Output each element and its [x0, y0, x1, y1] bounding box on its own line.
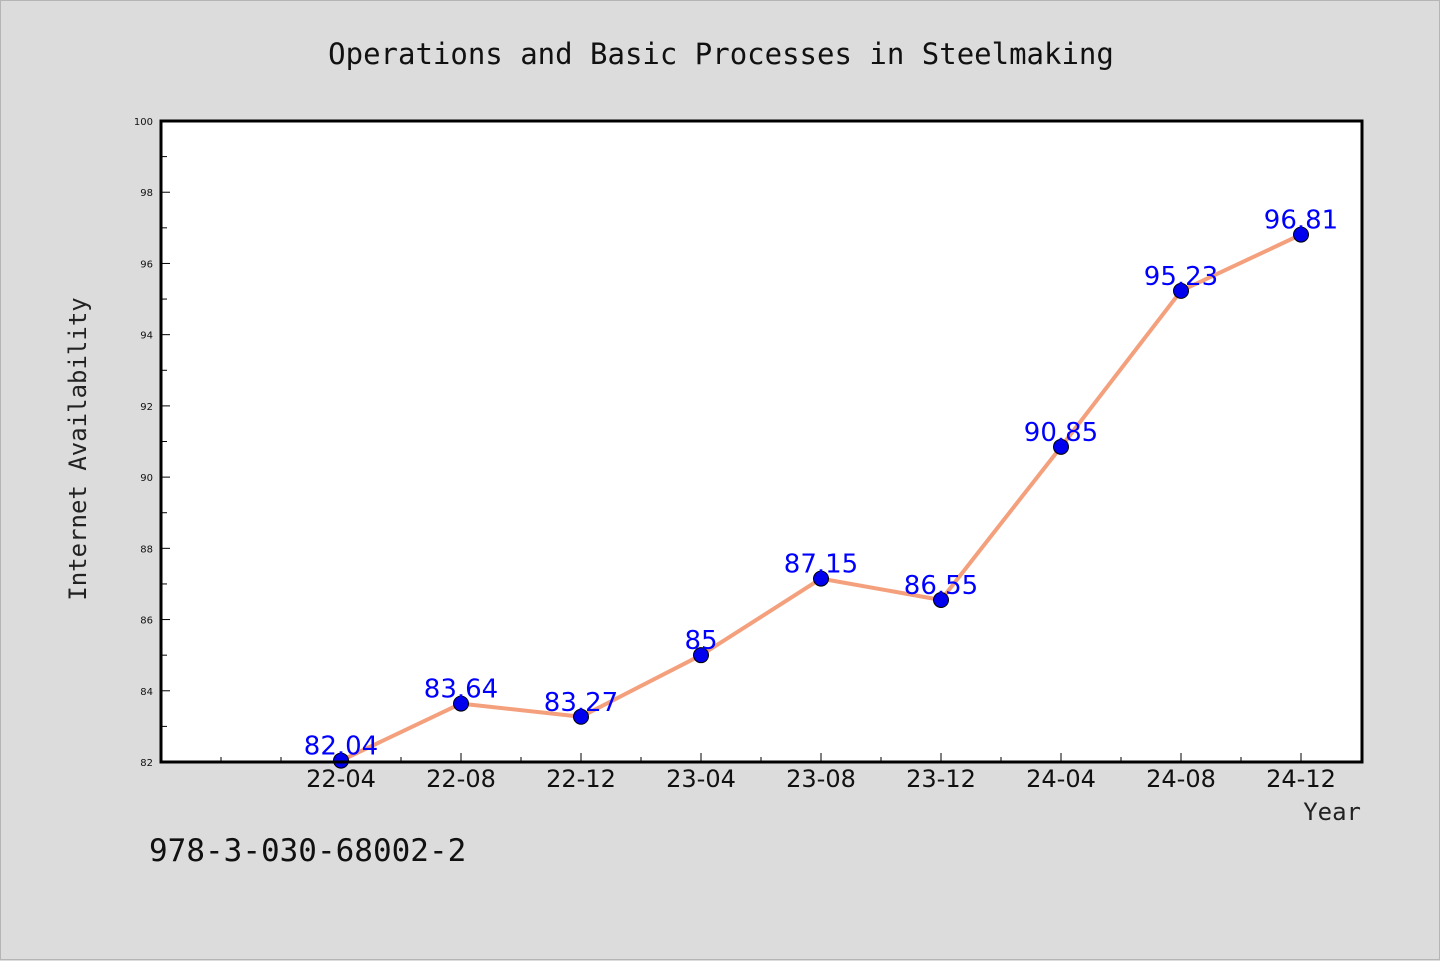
y-tick-label: 92 — [140, 402, 153, 413]
data-label: 85 — [684, 626, 717, 656]
x-tick-label: 22-12 — [546, 765, 616, 793]
x-tick-label: 23-04 — [666, 765, 736, 793]
y-tick-label: 90 — [140, 473, 153, 484]
x-tick-label: 23-08 — [786, 765, 856, 793]
data-point — [1173, 282, 1189, 299]
data-label: 82.04 — [304, 732, 378, 762]
x-axis-label: Year — [1303, 798, 1361, 826]
data-label: 83.64 — [424, 675, 498, 705]
data-point — [933, 591, 949, 608]
data-point — [1293, 226, 1309, 243]
data-point — [453, 695, 469, 712]
data-point — [1053, 438, 1069, 455]
axis-ticks: 82 84 86 88 90 92 94 96 98 100 22-04 22-08 22-12 23-0… — [134, 117, 1336, 793]
y-tick-label: 82 — [140, 758, 153, 769]
x-tick-label: 24-12 — [1266, 765, 1336, 793]
x-tick-label: 24-08 — [1146, 765, 1216, 793]
series-layer: 82.04 83.64 83.27 85 87.15 86.55 90.85 95.23 96.… — [304, 206, 1338, 769]
data-label: 90.85 — [1024, 418, 1098, 448]
y-tick-label: 100 — [134, 117, 153, 128]
x-tick-label: 23-12 — [906, 765, 976, 793]
y-tick-label: 96 — [140, 259, 153, 270]
data-point — [693, 647, 709, 664]
data-label: 87.15 — [784, 550, 858, 580]
y-tick-label: 86 — [140, 616, 153, 627]
y-tick-label: 88 — [140, 544, 153, 555]
y-axis-label: Internet Availability — [64, 297, 92, 600]
data-label: 95.23 — [1144, 262, 1218, 292]
x-tick-label: 24-04 — [1026, 765, 1096, 793]
x-tick-label: 22-08 — [426, 765, 496, 793]
data-label: 96.81 — [1264, 206, 1338, 236]
plot-area — [161, 121, 1362, 762]
y-tick-label: 98 — [140, 188, 153, 199]
data-point — [813, 570, 829, 587]
chart-title: Operations and Basic Processes in Steelm… — [328, 37, 1114, 71]
y-tick-label: 94 — [140, 331, 153, 342]
data-label: 86.55 — [904, 571, 978, 601]
plot-frame — [159, 119, 1364, 764]
footer-code: 978-3-030-68002-2 — [149, 833, 467, 869]
data-label: 83.27 — [544, 688, 618, 718]
x-tick-label: 22-04 — [306, 765, 376, 793]
y-tick-label: 84 — [140, 687, 153, 698]
data-point — [573, 708, 589, 725]
